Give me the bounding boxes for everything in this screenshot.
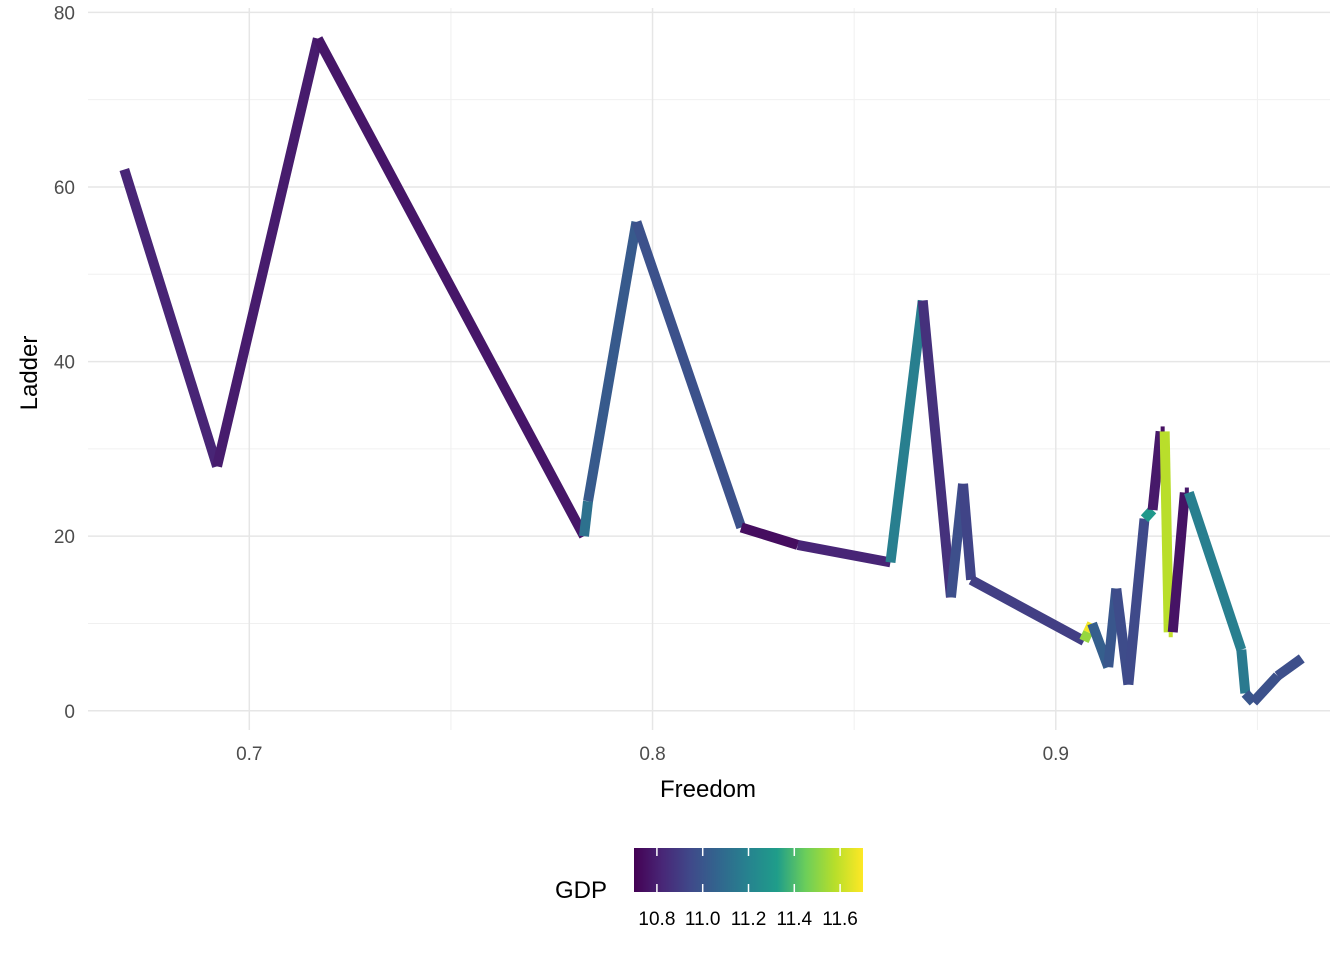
line-segment xyxy=(212,37,323,468)
y-tick-label: 40 xyxy=(54,353,75,374)
line-segment xyxy=(1159,431,1174,633)
line-segment xyxy=(119,168,222,468)
y-tick-label: 60 xyxy=(54,178,75,199)
y-tick-label: 80 xyxy=(54,3,75,24)
x-axis-title: Freedom xyxy=(660,776,756,803)
x-tick-label: 0.7 xyxy=(236,744,262,765)
legend-tick-label: 11.0 xyxy=(685,909,721,930)
x-tick-label: 0.8 xyxy=(639,744,665,765)
line-segment xyxy=(1147,430,1166,511)
line-segment xyxy=(958,483,977,581)
line-segment xyxy=(1249,672,1282,706)
line-segment xyxy=(885,299,928,563)
line-segment xyxy=(917,299,956,598)
legend-tick-label: 11.4 xyxy=(777,909,813,930)
line-segment xyxy=(1274,654,1305,680)
y-axis-ticks: 0 20 40 60 80 xyxy=(54,3,75,722)
line-segment xyxy=(631,220,746,530)
line-segment xyxy=(583,221,642,503)
grid-minor xyxy=(88,8,1330,730)
x-axis-ticks: 0.7 0.8 0.9 xyxy=(236,744,1069,765)
grid-major xyxy=(88,8,1330,730)
line-segment xyxy=(313,36,589,539)
legend-title: GDP xyxy=(555,877,607,904)
line-segment xyxy=(579,500,593,537)
series-layer xyxy=(119,36,1305,706)
legend-tick-label: 10.8 xyxy=(638,909,675,930)
line-segment xyxy=(1123,518,1150,686)
line-segment xyxy=(1167,492,1190,633)
y-axis-title: Ladder xyxy=(16,336,43,411)
line-segment xyxy=(1140,506,1157,523)
legend-ticks: 10.8 11.0 11.2 11.4 11.6 xyxy=(638,848,858,930)
y-tick-label: 0 xyxy=(64,702,75,723)
x-tick-label: 0.9 xyxy=(1043,744,1069,765)
line-segment xyxy=(796,540,892,568)
legend-tick-label: 11.2 xyxy=(731,909,767,930)
line-segment xyxy=(1236,649,1251,694)
line-segment xyxy=(1079,630,1093,644)
line-segment xyxy=(968,575,1087,646)
line-segment xyxy=(739,522,800,550)
y-tick-label: 20 xyxy=(54,527,75,548)
legend: GDP 10.8 11.0 11.2 11.4 11.6 xyxy=(555,848,863,930)
line-segment xyxy=(1184,490,1247,652)
legend-tick-label: 11.6 xyxy=(822,909,858,930)
